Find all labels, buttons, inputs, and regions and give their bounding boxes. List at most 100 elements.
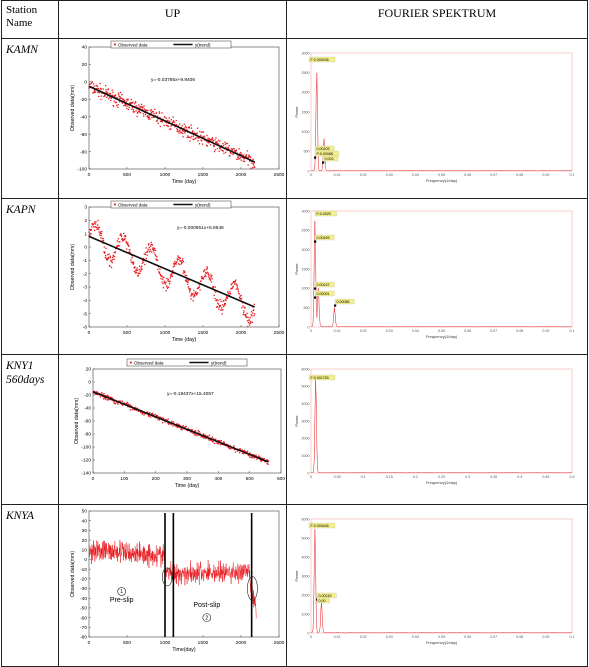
- data-point: [138, 410, 140, 413]
- data-point: [236, 152, 238, 154]
- data-point: [207, 142, 210, 144]
- data-point: [119, 91, 122, 94]
- data-point: [165, 117, 167, 119]
- data-point: [246, 316, 248, 318]
- data-point: [174, 126, 176, 128]
- y-tick-label: 1000: [302, 454, 310, 458]
- data-point: [124, 103, 126, 105]
- data-point: [205, 437, 207, 440]
- data-point: [126, 248, 128, 250]
- data-point: [172, 269, 174, 272]
- data-point: [100, 88, 103, 90]
- data-point: [108, 398, 111, 401]
- data-point: [121, 102, 123, 104]
- data-point: [245, 313, 247, 316]
- data-point: [201, 277, 203, 280]
- y-tick-label: 2000: [302, 593, 310, 597]
- data-point: [158, 112, 161, 114]
- legend-box: [110, 40, 232, 49]
- data-point: [267, 460, 270, 462]
- data-point: [139, 106, 141, 108]
- data-point: [146, 254, 148, 256]
- data-point: [143, 115, 145, 117]
- data-point: [155, 255, 157, 257]
- data-point: [219, 298, 221, 301]
- data-point: [138, 273, 140, 275]
- data-point: [208, 137, 211, 140]
- data-point: [135, 105, 138, 107]
- data-point: [123, 235, 125, 237]
- data-point: [92, 92, 94, 94]
- data-point: [138, 265, 141, 267]
- data-point: [206, 268, 208, 271]
- data-point: [125, 100, 128, 102]
- data-point: [185, 274, 188, 277]
- data-point: [94, 226, 96, 228]
- data-point: [238, 148, 240, 150]
- data-point: [148, 246, 150, 249]
- data-point: [105, 89, 107, 91]
- data-point: [95, 393, 97, 395]
- data-point: [104, 256, 106, 259]
- data-point: [136, 267, 138, 269]
- y-tick-label: -80: [84, 432, 91, 438]
- data-point: [129, 103, 131, 105]
- data-point: [149, 118, 151, 120]
- data-point: [195, 433, 197, 436]
- data-point: [225, 299, 227, 302]
- y-tick-label: 0: [84, 245, 87, 251]
- data-point: [246, 156, 248, 159]
- data-point: [203, 275, 206, 278]
- data-point: [104, 397, 106, 399]
- data-point: [152, 249, 155, 252]
- data-point: [113, 251, 115, 254]
- data-point: [193, 138, 195, 141]
- data-point: [91, 226, 93, 228]
- peak-marker: [322, 161, 325, 164]
- data-point: [93, 226, 95, 228]
- data-point: [190, 127, 193, 129]
- data-point: [151, 110, 153, 113]
- circled-number: [202, 613, 212, 622]
- data-point: [138, 268, 140, 271]
- data-point: [220, 309, 222, 311]
- data-point: [168, 283, 171, 285]
- data-point: [203, 433, 205, 436]
- data-point: [134, 103, 136, 105]
- data-point: [214, 149, 216, 151]
- data-point: [140, 265, 143, 267]
- data-point: [135, 271, 137, 273]
- data-point: [96, 87, 98, 90]
- data-point: [246, 150, 249, 152]
- data-point: [194, 295, 196, 297]
- data-point: [204, 269, 206, 271]
- data-point: [188, 287, 190, 290]
- data-point: [155, 112, 158, 114]
- data-point: [100, 232, 103, 235]
- data-point: [222, 150, 224, 152]
- data-point: [171, 121, 174, 123]
- data-point: [114, 101, 116, 104]
- data-point: [131, 107, 134, 109]
- x-tick-label: 1500: [198, 330, 209, 336]
- data-point: [252, 454, 254, 456]
- data-point: [194, 430, 197, 433]
- data-point: [220, 440, 222, 442]
- data-point: [177, 255, 179, 257]
- data-point: [181, 125, 183, 127]
- data-point: [213, 294, 215, 297]
- data-point: [147, 244, 150, 246]
- data-point: [91, 81, 93, 84]
- data-point: [106, 399, 108, 401]
- data-point: [200, 280, 202, 282]
- data-point: [105, 395, 107, 397]
- data-point: [133, 262, 135, 264]
- x-axis-label: Time (day): [172, 337, 197, 343]
- data-point: [124, 99, 126, 101]
- data-point: [234, 151, 236, 153]
- data-point: [151, 111, 153, 114]
- data-point: [228, 148, 230, 150]
- data-point: [106, 259, 109, 261]
- data-point: [116, 104, 118, 107]
- data-point: [223, 304, 225, 307]
